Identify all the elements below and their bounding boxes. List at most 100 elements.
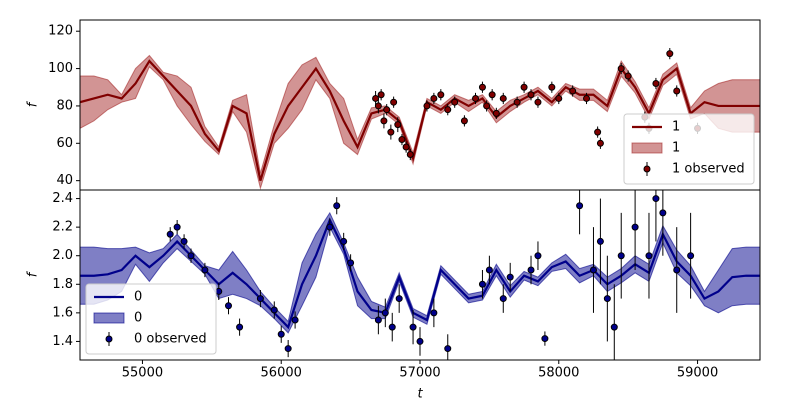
legend-label: 1 (672, 120, 680, 135)
observed-point (383, 106, 391, 114)
observed-point (548, 83, 556, 91)
observed-point (541, 335, 549, 343)
observed-point (478, 83, 486, 91)
observed-point (423, 102, 431, 110)
observed-point (499, 295, 507, 303)
observed-point (173, 223, 181, 231)
observed-point (291, 316, 299, 324)
legend-label: 1 observed (672, 162, 745, 177)
observed-point (416, 337, 424, 345)
mean-line (80, 59, 760, 181)
observed-point (381, 309, 389, 317)
observed-point (444, 345, 452, 353)
observed-point (444, 106, 452, 114)
observed-point (326, 223, 334, 231)
observed-point (398, 136, 406, 144)
observed-point (333, 202, 341, 210)
observed-point (520, 83, 528, 91)
x-tick-label: 56000 (261, 366, 302, 381)
plot-area (80, 190, 760, 360)
y-tick-label: 1.6 (52, 305, 73, 320)
x-axis-label: t (417, 387, 423, 400)
legend-label: 1 (672, 141, 680, 156)
y-tick-label: 100 (48, 61, 73, 76)
observed-point (645, 252, 653, 260)
legend-box (623, 113, 755, 185)
observed-point (534, 252, 542, 260)
legend-swatch (105, 335, 113, 343)
observed-point (499, 94, 507, 102)
observed-point (624, 72, 632, 80)
x-tick-label: 58000 (538, 366, 579, 381)
y-tick-label: 2.0 (52, 248, 73, 263)
observed-point (555, 94, 563, 102)
observed-point (652, 195, 660, 203)
observed-point (215, 287, 223, 295)
y-tick-label: 80 (56, 98, 73, 113)
observed-point (527, 91, 535, 99)
legend-swatch (643, 165, 651, 173)
observed-point (166, 230, 174, 238)
observed-point (460, 117, 468, 125)
observed-point (284, 345, 292, 353)
observed-point (377, 91, 385, 99)
observed-point (395, 295, 403, 303)
observed-point (492, 109, 500, 117)
observed-point (256, 295, 264, 303)
observed-point (430, 309, 438, 317)
observed-point (394, 121, 402, 129)
observed-point (687, 252, 695, 260)
y-tick-label: 40 (56, 173, 73, 188)
legend: 0 0 0 observed (85, 283, 217, 355)
legend-label: 0 (134, 311, 142, 326)
observed-point (603, 295, 611, 303)
legend: 1 1 1 observed (623, 113, 755, 185)
band (80, 54, 760, 190)
observed-point (380, 117, 388, 125)
x-tick-label: 57000 (399, 366, 440, 381)
legend-label: 0 observed (134, 332, 207, 347)
observed-point (187, 252, 195, 260)
legend-swatch (93, 312, 125, 324)
observed-point (596, 237, 604, 245)
y-tick-label: 60 (56, 136, 73, 151)
observed-point (430, 94, 438, 102)
observed-point (594, 128, 602, 136)
observed-point (652, 80, 660, 88)
observed-point (388, 323, 396, 331)
observed-point (596, 139, 604, 147)
legend-swatch (631, 142, 663, 154)
legend-box (85, 283, 217, 355)
y-tick-label: 120 (48, 24, 73, 39)
y-tick-label: 1.4 (52, 334, 73, 349)
x-tick-label: 55000 (122, 366, 163, 381)
observed-point (402, 143, 410, 151)
observed-point (224, 302, 232, 310)
observed-point (583, 94, 591, 102)
observed-point (617, 252, 625, 260)
observed-point (527, 266, 535, 274)
observed-point (406, 151, 414, 159)
observed-point (374, 102, 382, 110)
legend-label: 0 (134, 290, 142, 305)
observed-point (589, 266, 597, 274)
observed-point (534, 98, 542, 106)
y-tick-label: 2.4 (52, 191, 73, 206)
observed-point (409, 323, 417, 331)
y-axis-label: f (26, 100, 41, 107)
observed-point (437, 91, 445, 99)
observed-point (659, 209, 667, 217)
x-tick-label: 59000 (677, 366, 718, 381)
observed-point (201, 266, 209, 274)
observed-point (372, 94, 380, 102)
y-tick-label: 1.8 (52, 277, 73, 292)
observed-point (610, 323, 618, 331)
observed-point (485, 266, 493, 274)
observed-point (576, 202, 584, 210)
observed-point (513, 98, 521, 106)
y-axis-label: f (26, 270, 41, 277)
observed-point (451, 98, 459, 106)
observed-point (277, 330, 285, 338)
observed-point (631, 223, 639, 231)
